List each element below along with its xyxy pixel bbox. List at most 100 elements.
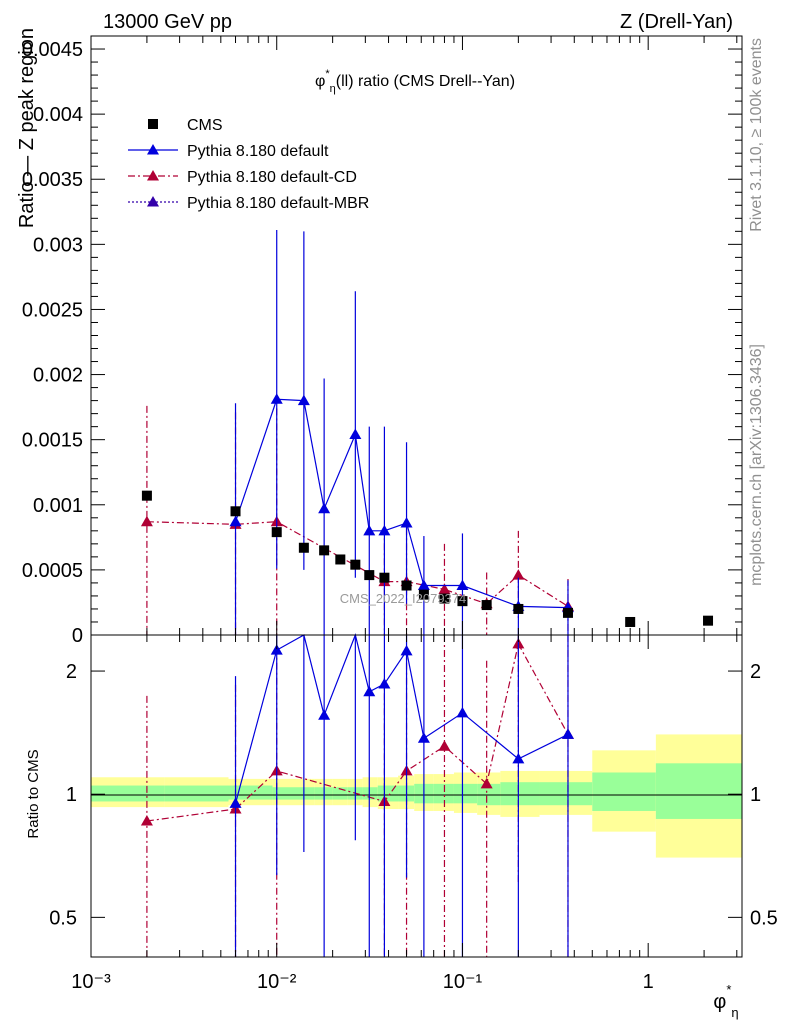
cms-point bbox=[457, 596, 468, 607]
cms-point bbox=[350, 559, 361, 570]
x-tick-label: 1 bbox=[643, 971, 654, 993]
ratio-band bbox=[91, 734, 742, 858]
band-inner-segment bbox=[655, 763, 742, 819]
series-point bbox=[297, 394, 310, 406]
ratio-y-tick-label-right: 0.5 bbox=[750, 907, 778, 929]
legend-label: CMS bbox=[187, 117, 223, 134]
band-inner-segment bbox=[362, 787, 378, 800]
band-inner-segment bbox=[272, 787, 315, 800]
main-ylabel: Ratio — Z peak region bbox=[16, 28, 38, 228]
cms-point bbox=[481, 600, 492, 611]
x-axis-label: φ*η bbox=[713, 982, 738, 1020]
band-inner-segment bbox=[377, 785, 399, 802]
ratio-data-marks bbox=[140, 633, 574, 957]
ratio-series-point bbox=[318, 709, 331, 720]
ratio-series-point bbox=[512, 752, 525, 764]
rivet-label: Rivet 3.1.10, ≥ 100k events bbox=[748, 38, 765, 232]
series-point bbox=[229, 515, 242, 527]
header-right: Z (Drell-Yan) bbox=[620, 11, 733, 33]
y-tick-label: 0.002 bbox=[33, 365, 83, 387]
cms-point bbox=[625, 616, 636, 627]
ratio-y-tick-label-right: 1 bbox=[750, 784, 761, 806]
x-tick-label: 10⁻¹ bbox=[443, 971, 483, 993]
main-panel: 0 0.0005 0.001 0.0015 0.002 0.0025 0.003 0.0035… bbox=[16, 28, 743, 647]
cms-point bbox=[271, 527, 282, 538]
series-line bbox=[234, 398, 568, 609]
series-point bbox=[438, 583, 451, 594]
band-inner-segment bbox=[91, 785, 165, 802]
ratio-series-point bbox=[378, 677, 391, 689]
band-inner-segment bbox=[433, 783, 454, 804]
y-tick-label: 0.0035 bbox=[22, 169, 83, 191]
legend-marker bbox=[147, 196, 159, 207]
cms-point bbox=[379, 572, 390, 583]
ratio-series-point bbox=[480, 777, 493, 789]
ratio-series-point bbox=[456, 706, 469, 718]
ratio-series-point bbox=[561, 728, 574, 739]
legend-marker bbox=[147, 170, 159, 181]
ratio-axes: 0.5 0.5 1 1 2 2 10⁻³ 10⁻² 10⁻¹ 1 bbox=[49, 635, 778, 993]
x-tick-label: 10⁻² bbox=[257, 971, 297, 993]
series-point bbox=[456, 579, 469, 591]
series-point bbox=[270, 393, 283, 404]
band-inner-segment bbox=[539, 782, 593, 806]
band-inner-segment bbox=[500, 782, 540, 806]
y-tick-label: 0.0025 bbox=[22, 299, 83, 321]
series-point bbox=[512, 569, 525, 580]
ratio-series-point bbox=[438, 740, 451, 751]
series-point bbox=[318, 502, 331, 514]
legend-label: Pythia 8.180 default bbox=[187, 143, 329, 160]
cms-point bbox=[230, 506, 241, 517]
ratio-ylabel: Ratio to CMS bbox=[25, 749, 42, 838]
cms-point bbox=[335, 554, 346, 565]
cms-point bbox=[439, 593, 450, 604]
y-tick-label: 0.0005 bbox=[22, 560, 83, 582]
cms-point bbox=[298, 542, 309, 553]
series-point bbox=[417, 579, 430, 591]
band-inner-segment bbox=[164, 785, 229, 802]
legend: CMS Pythia 8.180 default Pythia 8.180 defa… bbox=[128, 117, 369, 212]
y-tick-label: 0.0015 bbox=[22, 430, 83, 452]
cms-point bbox=[319, 545, 330, 556]
ratio-y-tick-label: 1 bbox=[66, 784, 77, 806]
ratio-series-point bbox=[270, 644, 283, 655]
legend-marker-cms bbox=[148, 119, 158, 129]
ratio-series-line bbox=[234, 633, 569, 804]
series-point bbox=[400, 517, 413, 528]
watermark: CMS_2022_I2079374 bbox=[340, 591, 467, 606]
series-point bbox=[140, 515, 153, 527]
y-tick-label: 0.0045 bbox=[22, 39, 83, 61]
cms-point bbox=[703, 615, 714, 626]
cms-point bbox=[513, 603, 524, 614]
y-tick-label: 0 bbox=[72, 625, 83, 647]
band-inner-segment bbox=[453, 783, 478, 804]
main-axes: 0 0.0005 0.001 0.0015 0.002 0.0025 0.003 0.0035… bbox=[22, 35, 742, 647]
y-tick-label: 0.004 bbox=[33, 104, 83, 126]
ratio-series-point bbox=[229, 797, 242, 808]
y-tick-label: 0.001 bbox=[33, 495, 83, 517]
cms-point bbox=[364, 570, 375, 581]
x-tick-label: 10⁻³ bbox=[71, 971, 111, 993]
ratio-y-tick-label-right: 2 bbox=[750, 661, 761, 683]
header-left: 13000 GeV pp bbox=[103, 11, 232, 33]
ratio-y-tick-label: 2 bbox=[66, 661, 77, 683]
main-title: φ*η(ll) ratio (CMS Drell--Yan) bbox=[315, 68, 515, 95]
ratio-y-tick-label: 0.5 bbox=[49, 907, 77, 929]
ratio-series-point bbox=[363, 685, 376, 697]
ratio-series-point bbox=[400, 644, 413, 656]
y-tick-label: 0.003 bbox=[33, 234, 83, 256]
cms-point bbox=[418, 589, 429, 600]
mcplots-label: mcplots.cern.ch [arXiv:1306.3436] bbox=[748, 344, 765, 586]
legend-label: Pythia 8.180 default-MBR bbox=[187, 195, 369, 212]
ratio-series-point bbox=[140, 815, 153, 826]
ratio-series-point bbox=[417, 732, 430, 743]
band-inner-segment bbox=[592, 772, 656, 811]
series-point bbox=[363, 524, 376, 536]
cms-point bbox=[401, 580, 412, 591]
legend-label: Pythia 8.180 default-CD bbox=[187, 169, 357, 186]
series-point bbox=[378, 524, 391, 536]
main-data-marks bbox=[140, 230, 714, 635]
cms-point bbox=[562, 607, 573, 618]
series-point bbox=[349, 428, 362, 439]
